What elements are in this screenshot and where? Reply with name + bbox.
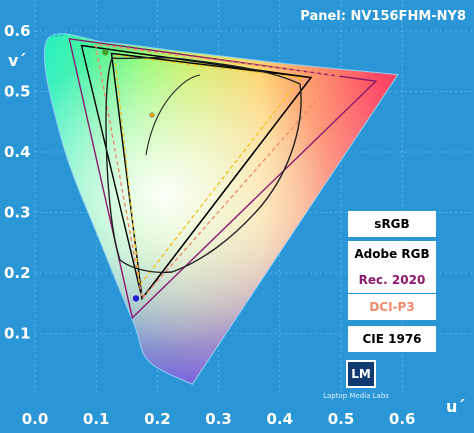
legend-srgb-label: sRGB [374,217,410,231]
gamut-rec2020 [68,38,378,320]
y-tick-label: 0.1 [4,325,31,343]
y-tick-label: 0.6 [4,22,31,40]
y-tick-label: 0.5 [4,83,31,101]
gamut-triangles [68,38,378,320]
d65-point [149,112,155,118]
blue-primary-point [132,295,140,302]
x-tick-label: 0.4 [267,410,294,428]
legend-cie1976: CIE 1976 [348,326,436,352]
gamut-dcip3 [94,43,340,300]
chart-annotations [102,48,302,302]
x-tick-label: 0.3 [205,410,232,428]
wavelength-label: 550 [101,29,116,38]
wavelength-label: 580 [166,37,181,46]
x-tick-label: 0.5 [328,410,355,428]
wavelength-label: 420 [190,385,205,394]
wavelength-labels: 420 460 470 480 490 520 550 580 600 620 680 [34,29,415,394]
lm-logo-text: LM [351,367,371,381]
wavelength-label: 620 [287,51,302,60]
legend-srgb: sRGB [348,211,436,237]
wavelength-label: 460 [131,362,146,371]
pointers-gamut [105,57,302,274]
legend-rec2020-label: Rec. 2020 [358,273,426,287]
lm-logo: LM [346,360,376,388]
y-tick-label: 0.2 [4,264,31,282]
green-primary-point [102,48,109,56]
wavelength-label: 680 [400,60,415,69]
legend-dcip3-label: DCI-P3 [369,300,415,314]
wavelength-label: 520 [49,30,64,39]
y-tick-label: 0.3 [4,204,31,222]
gamut-adobe-rgb [80,44,313,301]
y-tick-label: 0.4 [4,143,31,161]
panel-label: Panel: NV156FHM-NY8 [300,9,466,24]
wavelength-label: 490 [34,138,49,147]
legend-adobe-rgb-label: Adobe RGB [354,247,430,261]
watermark: Laptop Media Labs [323,392,389,400]
x-tick-label: 0.0 [22,410,49,428]
legend-cie1976-label: CIE 1976 [362,332,422,346]
x-tick-label: 0.2 [144,410,171,428]
locus-outline [43,32,399,385]
legend-adobe-rgb: Adobe RGB [348,241,436,267]
wavelength-label: 470 [112,323,127,332]
legend-dcip3: DCI-P3 [348,294,436,320]
x-axis-label: u´ [446,397,465,416]
axis-ticks: 0.0 0.1 0.2 0.3 0.4 0.5 0.6 0.1 0.2 0.3 0.4 0.5 0.6 [4,22,415,428]
x-tick-label: 0.6 [389,410,416,428]
legend-rec2020: Rec. 2020 [348,267,436,293]
gamut-display-panel [113,54,303,287]
planckian-locus [145,74,201,156]
x-tick-label: 0.1 [83,410,110,428]
wavelength-label: 600 [229,45,244,54]
y-axis-label: v´ [8,51,26,70]
wavelength-label: 480 [79,250,94,259]
